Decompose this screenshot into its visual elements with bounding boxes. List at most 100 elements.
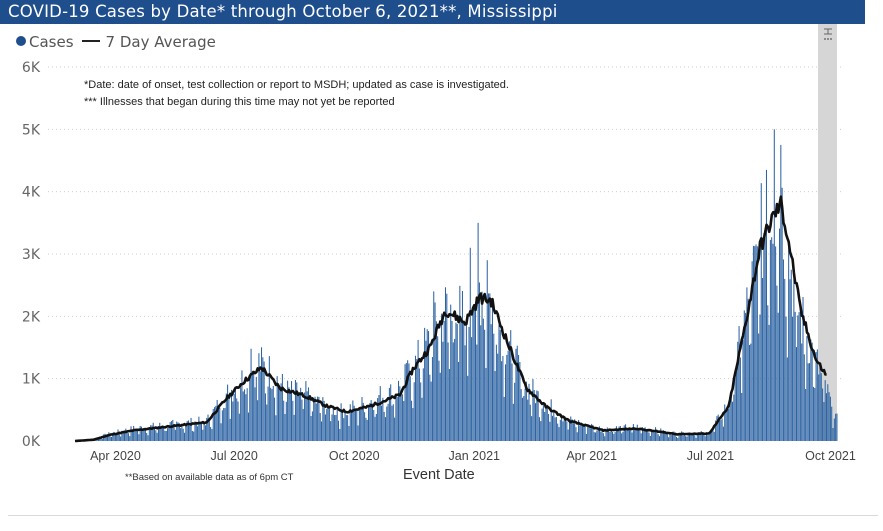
case-bar xyxy=(752,245,754,441)
case-bar xyxy=(167,428,169,441)
case-bar xyxy=(442,341,444,441)
case-bar xyxy=(144,427,146,441)
divider xyxy=(8,515,878,516)
case-bar xyxy=(726,407,728,441)
more-options-dot[interactable] xyxy=(824,38,826,40)
case-bar xyxy=(211,429,213,441)
case-bar xyxy=(284,414,286,441)
case-bar xyxy=(425,340,427,441)
x-tick-jul-2021: Jul 2021 xyxy=(687,449,734,463)
scroll-handle[interactable] xyxy=(824,28,832,40)
case-bar xyxy=(288,387,290,441)
case-bar xyxy=(781,187,783,441)
case-bar xyxy=(790,269,792,441)
average-legend-label: 7 Day Average xyxy=(105,33,216,51)
case-bar xyxy=(461,291,463,441)
case-bar xyxy=(626,429,628,441)
case-bar xyxy=(234,386,236,441)
case-bar xyxy=(112,432,114,441)
case-bar xyxy=(756,246,758,441)
case-bar xyxy=(285,401,287,441)
case-bar xyxy=(672,431,674,441)
case-bar xyxy=(473,309,475,441)
case-bar xyxy=(645,431,647,441)
cases-legend-marker xyxy=(16,36,26,46)
case-bar xyxy=(181,425,183,441)
case-bar xyxy=(199,422,201,441)
case-bar xyxy=(805,389,807,441)
case-bar xyxy=(653,432,655,441)
case-bar xyxy=(558,427,560,441)
case-bar xyxy=(293,414,295,441)
x-tick-jan-2021: Jan 2021 xyxy=(449,449,500,463)
case-bar xyxy=(306,391,308,441)
case-bar xyxy=(559,419,561,441)
more-options-dot[interactable] xyxy=(827,38,829,40)
case-bar xyxy=(417,339,419,441)
case-bar xyxy=(311,411,313,441)
case-bar xyxy=(157,426,159,441)
case-bar xyxy=(789,279,791,441)
case-bar xyxy=(506,354,508,441)
case-bar xyxy=(140,426,143,441)
case-bar xyxy=(297,395,299,441)
case-bar xyxy=(593,432,595,441)
case-bar xyxy=(365,417,367,441)
case-bar xyxy=(476,344,478,441)
case-bar xyxy=(780,144,782,441)
case-bar xyxy=(221,410,223,441)
case-bar xyxy=(262,357,264,441)
case-bar xyxy=(754,246,756,441)
case-bar xyxy=(511,363,513,441)
case-bar xyxy=(687,432,689,441)
case-bar xyxy=(283,400,285,441)
more-options-dot[interactable] xyxy=(830,38,832,40)
case-bar xyxy=(307,387,310,441)
case-bar xyxy=(161,425,163,441)
case-bar xyxy=(596,430,598,441)
case-bar xyxy=(174,429,176,441)
case-bar xyxy=(746,287,748,441)
case-bar xyxy=(635,427,637,441)
case-bar xyxy=(782,259,784,441)
case-bar xyxy=(186,421,188,441)
case-bar xyxy=(696,432,698,441)
case-bar xyxy=(809,363,811,441)
case-bar xyxy=(173,425,175,441)
case-bar xyxy=(364,412,366,441)
case-bar xyxy=(279,386,281,441)
case-bar xyxy=(699,432,701,441)
case-bar xyxy=(474,302,477,441)
case-bar xyxy=(797,315,799,441)
case-bar xyxy=(429,374,431,441)
case-bar xyxy=(683,435,685,441)
x-tick-oct-2021: Oct 2021 xyxy=(805,449,856,463)
case-bar xyxy=(531,416,533,441)
case-bar xyxy=(255,376,257,441)
case-bar xyxy=(799,306,801,441)
case-bar xyxy=(617,428,619,441)
average-legend-marker xyxy=(81,40,100,42)
case-bar xyxy=(225,393,227,441)
case-bar xyxy=(384,417,386,441)
case-bar xyxy=(836,413,838,441)
case-bar xyxy=(237,401,239,441)
case-bar xyxy=(673,431,675,441)
case-bar xyxy=(327,407,329,441)
case-bar xyxy=(652,431,654,441)
case-bar xyxy=(604,436,606,441)
case-bar xyxy=(413,382,415,441)
case-bar xyxy=(203,421,205,441)
case-bar xyxy=(168,426,170,441)
case-bar xyxy=(829,396,831,441)
case-bar xyxy=(715,420,717,441)
case-bar xyxy=(258,353,260,441)
case-bar xyxy=(468,326,470,441)
case-bar xyxy=(737,341,739,441)
case-bar xyxy=(430,381,432,441)
case-bar xyxy=(230,389,233,441)
case-bar xyxy=(690,434,692,441)
case-bar xyxy=(767,305,769,441)
case-bar xyxy=(127,433,129,441)
case-bar xyxy=(814,387,816,441)
